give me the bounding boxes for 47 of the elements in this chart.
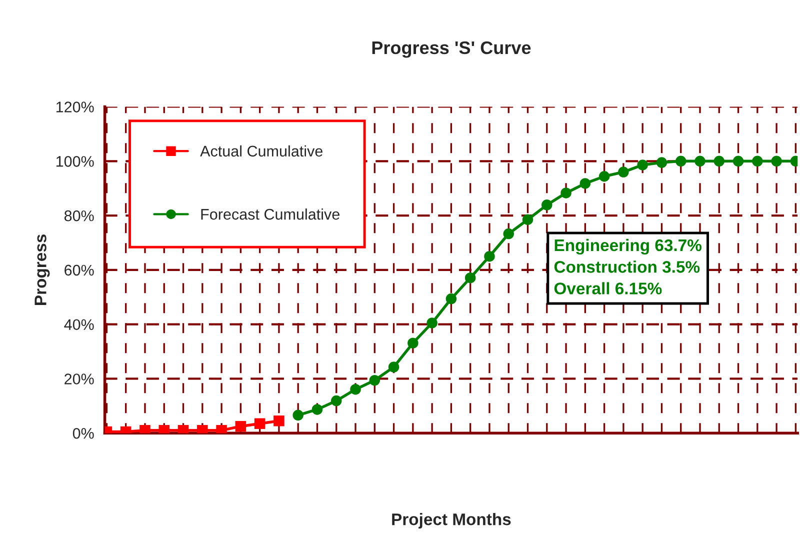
- y-tick-label: 120%: [56, 102, 94, 112]
- point: [408, 338, 418, 348]
- point: [426, 318, 438, 328]
- y-tick-label: 0%: [72, 428, 94, 439]
- y-tick-label: 60%: [64, 264, 94, 276]
- point: [522, 214, 534, 226]
- chart-title: Progress 'S' Curve: [372, 41, 531, 58]
- point: [446, 293, 457, 304]
- y-tick-label: 40%: [64, 319, 94, 330]
- y-tick-label: 100%: [56, 156, 94, 167]
- point: [312, 404, 323, 415]
- legend-label: Forecast Cumulative: [201, 208, 340, 220]
- legend-label: Actual Cumulative: [200, 145, 322, 157]
- point: [235, 420, 246, 432]
- point: [140, 425, 150, 434]
- point: [714, 156, 725, 167]
- point: [158, 425, 170, 434]
- point: [560, 188, 572, 198]
- point: [484, 250, 495, 262]
- point: [464, 272, 476, 284]
- point: [580, 178, 591, 189]
- point: [178, 425, 189, 434]
- point: [675, 156, 686, 167]
- point: [752, 156, 763, 167]
- point: [618, 166, 629, 178]
- y-tick-label: 20%: [64, 374, 94, 384]
- point: [771, 156, 782, 167]
- point: [388, 362, 400, 372]
- point: [216, 425, 227, 434]
- point: [598, 170, 610, 182]
- point: [254, 418, 266, 429]
- x-axis-title: Project Months: [392, 512, 511, 529]
- point: [274, 416, 284, 426]
- point: [197, 425, 208, 434]
- annotation: Engineering 63.7% Construction 3.5% Overall 6.15%: [554, 238, 702, 294]
- y-tick-label: 80%: [64, 210, 94, 222]
- point: [503, 228, 514, 240]
- y-axis-title: Progress: [34, 234, 50, 305]
- point: [637, 160, 648, 170]
- point: [369, 374, 380, 386]
- point: [350, 384, 361, 395]
- point: [330, 395, 342, 406]
- point: [292, 410, 304, 421]
- point: [694, 156, 706, 167]
- point: [542, 200, 552, 210]
- point: [656, 157, 668, 168]
- point: [732, 156, 744, 167]
